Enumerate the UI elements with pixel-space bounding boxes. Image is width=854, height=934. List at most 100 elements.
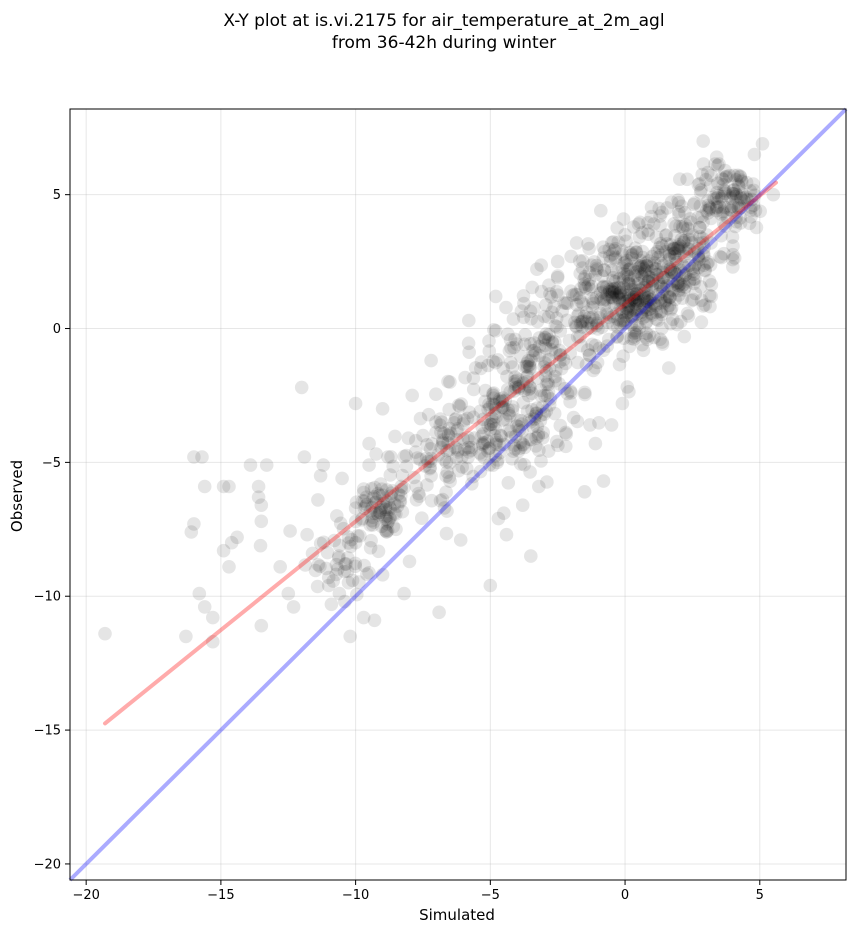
- data-point: [596, 474, 611, 488]
- data-point: [413, 452, 427, 467]
- data-point: [620, 380, 635, 394]
- data-point: [691, 210, 705, 225]
- data-point: [501, 406, 516, 421]
- data-point: [624, 278, 638, 292]
- data-point: [602, 249, 617, 263]
- data-point: [364, 482, 379, 496]
- data-point: [670, 255, 684, 270]
- data-point: [630, 296, 644, 310]
- data-point: [674, 314, 688, 329]
- data-point: [440, 443, 454, 458]
- data-point: [575, 315, 589, 329]
- data-point: [626, 308, 641, 323]
- data-point: [512, 381, 526, 396]
- data-point: [712, 200, 727, 214]
- data-point: [648, 298, 663, 313]
- data-point: [704, 168, 718, 183]
- data-point: [632, 230, 647, 244]
- data-point: [664, 301, 679, 315]
- data-point: [698, 263, 712, 277]
- grid: [70, 109, 846, 880]
- data-point: [662, 252, 677, 267]
- data-point: [429, 387, 443, 402]
- data-point: [486, 354, 500, 369]
- data-point: [733, 216, 748, 230]
- data-point: [678, 249, 692, 264]
- data-point: [636, 311, 650, 325]
- data-point: [592, 311, 607, 325]
- data-point: [367, 506, 381, 520]
- data-point: [473, 404, 488, 419]
- data-point: [511, 380, 526, 395]
- data-point: [588, 436, 603, 451]
- data-point: [348, 556, 363, 571]
- data-point: [514, 304, 529, 318]
- data-point: [733, 211, 748, 225]
- data-point: [539, 327, 553, 341]
- data-point: [627, 326, 641, 341]
- data-point: [493, 394, 507, 409]
- data-point: [663, 303, 678, 317]
- data-point: [383, 510, 397, 525]
- data-point: [485, 411, 499, 425]
- data-point: [357, 501, 372, 516]
- data-point: [578, 387, 592, 402]
- data-point: [648, 246, 662, 261]
- data-point: [726, 199, 740, 214]
- data-point: [569, 287, 584, 302]
- data-point: [644, 264, 659, 278]
- data-point: [645, 272, 660, 286]
- data-point: [435, 435, 450, 450]
- data-point: [608, 241, 623, 256]
- data-point: [634, 258, 649, 273]
- data-point: [495, 400, 509, 415]
- data-point: [501, 327, 515, 342]
- data-point: [513, 435, 528, 450]
- data-point: [365, 513, 379, 528]
- data-point: [701, 198, 715, 213]
- data-point: [604, 418, 619, 432]
- data-point: [455, 460, 470, 474]
- data-point: [399, 459, 414, 474]
- data-point: [511, 372, 525, 387]
- data-point: [607, 295, 621, 309]
- data-point: [599, 306, 614, 320]
- data-point: [585, 337, 599, 352]
- data-point: [638, 300, 652, 315]
- data-point: [462, 345, 477, 360]
- data-point: [509, 337, 524, 351]
- data-point: [538, 338, 552, 353]
- data-point: [621, 274, 636, 289]
- data-point: [407, 470, 421, 485]
- data-point: [668, 265, 682, 280]
- data-point: [451, 445, 465, 459]
- data-point: [726, 186, 741, 201]
- data-point: [477, 436, 492, 450]
- data-point: [525, 280, 539, 295]
- data-point: [696, 235, 710, 250]
- data-point: [619, 234, 633, 249]
- data-point: [623, 304, 637, 319]
- data-point: [570, 414, 585, 429]
- data-point: [605, 285, 620, 300]
- data-point: [455, 450, 469, 464]
- data-point: [491, 353, 505, 367]
- data-point: [632, 321, 647, 335]
- data-point: [605, 235, 619, 250]
- data-point: [487, 428, 502, 443]
- data-point: [602, 242, 616, 257]
- data-point: [298, 558, 313, 572]
- data-point: [603, 290, 617, 305]
- data-point: [308, 563, 323, 578]
- data-point: [583, 418, 597, 432]
- data-point: [697, 258, 711, 273]
- data-point: [324, 597, 339, 612]
- data-point: [667, 242, 682, 256]
- data-point: [513, 457, 528, 471]
- data-point: [195, 450, 209, 464]
- data-point: [529, 431, 543, 445]
- data-point: [660, 237, 674, 251]
- data-point: [487, 417, 501, 432]
- data-point: [525, 403, 539, 417]
- data-point: [578, 279, 592, 294]
